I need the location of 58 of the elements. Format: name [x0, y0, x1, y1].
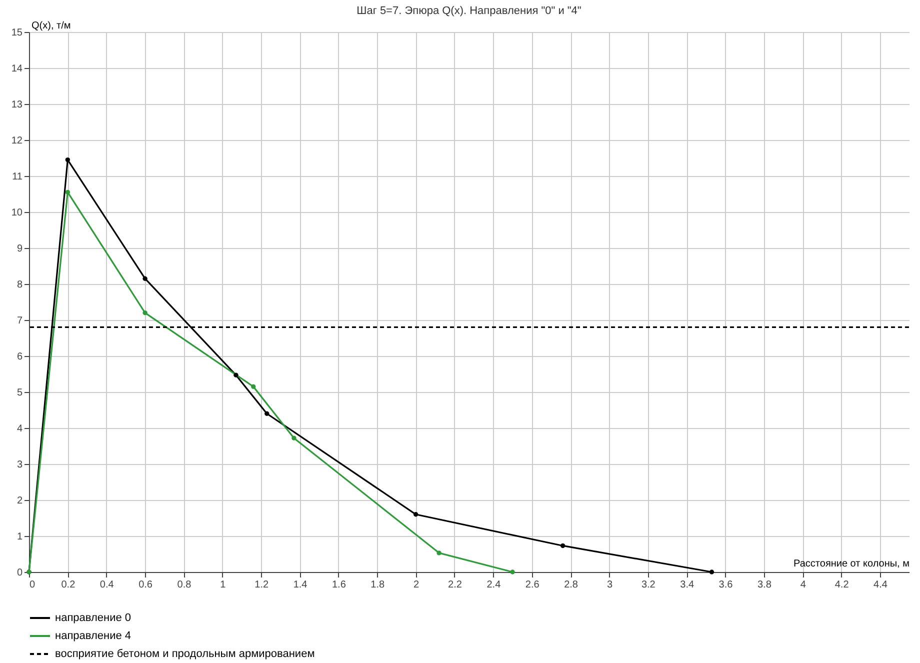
y-tick-label: 8: [16, 280, 23, 290]
point: [142, 276, 148, 281]
x-tick-label: 1.6: [332, 580, 346, 590]
y-tick-label: 15: [11, 28, 23, 38]
x-tick-label: 2.2: [448, 580, 462, 590]
point: [65, 157, 70, 162]
y-tick-label: 0: [16, 568, 23, 578]
x-tick-label: 0.8: [177, 580, 192, 590]
y-tick-label: 7: [16, 316, 23, 326]
point: [709, 570, 714, 574]
x-tick-label: 2.4: [486, 580, 502, 590]
x-tick-label: 0.2: [61, 580, 76, 590]
x-tick-label: 0.6: [138, 580, 153, 590]
chart-title: Шаг 5=7. Эпюра Q(x). Направления "0" и "4": [356, 5, 582, 17]
y-tick-label: 11: [12, 172, 23, 182]
point: [436, 550, 442, 556]
point: [251, 384, 256, 389]
x-tick-label: 3.4: [680, 580, 694, 590]
y-tick-label: 5: [16, 388, 23, 398]
x-tick-label: 4.4: [874, 580, 888, 590]
point: [65, 190, 70, 195]
point: [510, 570, 515, 574]
x-axis-title: Расстояние от колоны, м: [794, 558, 910, 570]
point: [560, 543, 566, 548]
x-tick-label: 3.2: [641, 580, 656, 590]
y-tick-label: 2: [16, 496, 23, 506]
point: [292, 436, 296, 440]
x-tick-label: 2: [414, 580, 420, 590]
x-tick-label: 3.8: [757, 580, 772, 590]
legend-label: направление 4: [55, 630, 132, 642]
point: [264, 411, 270, 416]
y-axis-title: Q(x), т/м: [32, 20, 71, 32]
y-tick-label: 9: [16, 244, 23, 254]
y-tick-label: 13: [11, 100, 23, 110]
x-tick-label: 3.6: [718, 580, 734, 590]
point: [234, 372, 238, 378]
point: [413, 512, 418, 517]
y-tick-label: 4: [16, 424, 23, 434]
legend-label: восприятие бетоном и продольным армированием: [55, 648, 315, 660]
point: [142, 310, 148, 316]
y-tick-label: 12: [11, 136, 23, 146]
y-tick-label: 3: [16, 460, 23, 470]
legend-label: направление 0: [55, 612, 132, 624]
x-tick-label: 2.8: [564, 580, 578, 590]
x-tick-label: 1.2: [254, 580, 269, 590]
x-tick-label: 1.4: [293, 580, 308, 590]
y-tick-label: 14: [11, 64, 23, 74]
y-tick-label: 10: [11, 208, 23, 218]
x-tick-label: 0.4: [100, 580, 114, 590]
y-tick-label: 1: [16, 532, 23, 542]
x-tick-label: 1: [220, 580, 226, 590]
x-tick-label: 2.6: [525, 580, 540, 590]
y-tick-label: 6: [16, 352, 23, 362]
x-tick-label: 4.2: [834, 580, 850, 590]
x-tick-label: 0: [30, 580, 36, 590]
x-tick-label: 1.8: [370, 580, 386, 590]
x-tick-label: 4: [800, 580, 806, 590]
x-tick-label: 3: [606, 580, 613, 590]
